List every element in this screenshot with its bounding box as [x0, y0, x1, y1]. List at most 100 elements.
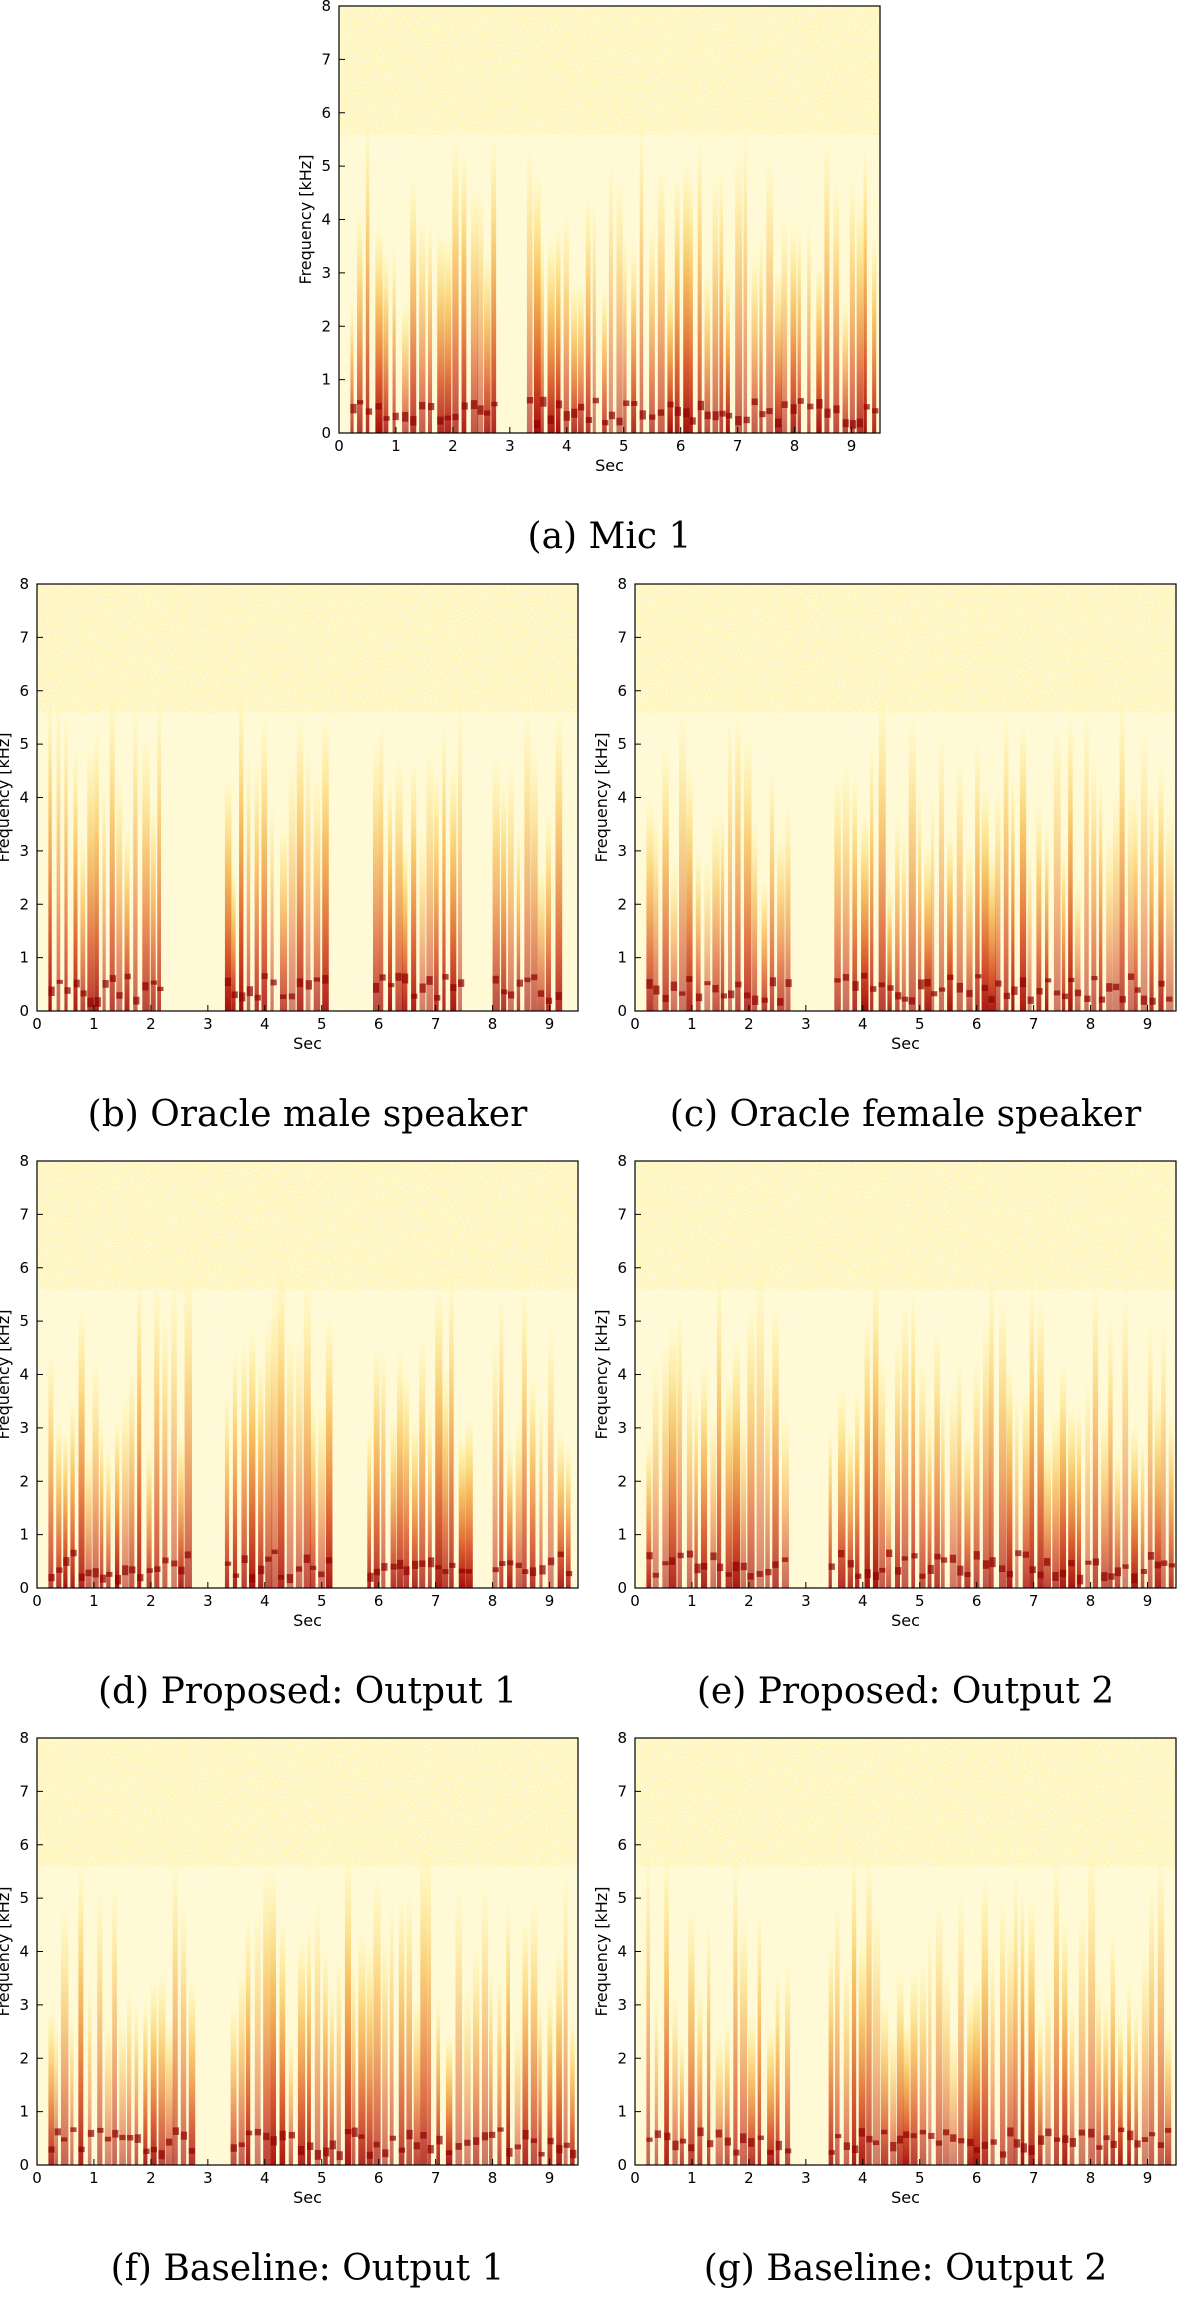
- harmonic: [1158, 980, 1165, 987]
- harmonic: [639, 410, 646, 420]
- harmonic: [1149, 997, 1156, 1005]
- y-tick-label: 4: [617, 789, 627, 807]
- energy: [828, 1942, 834, 2165]
- y-tick-label: 4: [617, 1943, 627, 1961]
- energy: [565, 1446, 571, 1588]
- energy: [297, 1937, 306, 2165]
- noise: [635, 1738, 1176, 1867]
- x-tick-label: 7: [1029, 1592, 1039, 1610]
- harmonic: [410, 416, 417, 426]
- panel: 0 1 2 3 4 5 6 7 8 9 0 1 2 3 4 5 6 7 8 Sec Frequency [kHz] (f)…: [0, 1729, 579, 2289]
- x-tick-label: 6: [374, 1015, 384, 1033]
- energy: [585, 194, 591, 433]
- harmonic: [465, 1569, 472, 1574]
- harmonic: [896, 2135, 904, 2144]
- harmonic: [919, 2129, 927, 2135]
- energy: [1007, 1923, 1015, 2165]
- energy: [442, 1367, 449, 1588]
- energy: [48, 2008, 55, 2165]
- energy: [1108, 1316, 1113, 1588]
- energy: [470, 183, 479, 433]
- harmonic: [522, 2129, 529, 2140]
- harmonic: [935, 2140, 943, 2146]
- harmonic: [653, 985, 660, 995]
- harmonic: [744, 992, 751, 999]
- harmonic: [816, 399, 823, 409]
- harmonic: [674, 406, 682, 416]
- x-tick-label: 9: [545, 2169, 555, 2187]
- energy: [263, 1867, 271, 2165]
- harmonic: [870, 986, 877, 992]
- energy: [842, 760, 850, 1011]
- energy: [679, 2035, 684, 2165]
- energy: [245, 1919, 251, 2165]
- energy: [119, 2016, 126, 2165]
- energy: [389, 1898, 394, 2165]
- harmonic: [1108, 1573, 1115, 1580]
- energy: [694, 1390, 698, 1588]
- harmonic: [1154, 1561, 1161, 1569]
- harmonic: [828, 2150, 835, 2155]
- harmonic: [957, 1565, 964, 1576]
- energy: [279, 1921, 286, 2165]
- energy: [427, 219, 433, 433]
- harmonic: [950, 2134, 957, 2142]
- energy: [1127, 788, 1136, 1011]
- energy: [137, 1276, 142, 1588]
- energy: [886, 1458, 892, 1588]
- x-tick-label: 9: [545, 1592, 555, 1610]
- harmonic: [122, 1565, 129, 1576]
- energy: [732, 1339, 741, 1588]
- y-tick-label: 7: [617, 1205, 627, 1223]
- energy: [842, 299, 849, 433]
- energy: [704, 858, 711, 1011]
- energy: [94, 729, 99, 1011]
- energy: [1062, 1918, 1068, 2165]
- x-tick-label: 5: [915, 1015, 925, 1033]
- energy: [1122, 1284, 1129, 1588]
- energy: [669, 1323, 677, 1588]
- harmonic: [154, 1566, 161, 1572]
- harmonic: [1053, 2137, 1061, 2142]
- energy: [392, 245, 396, 433]
- y-tick-label: 8: [321, 0, 331, 15]
- energy: [724, 2020, 730, 2165]
- energy: [530, 1898, 538, 2165]
- harmonic: [725, 1572, 732, 1577]
- energy: [481, 1879, 488, 2165]
- harmonic: [99, 1574, 107, 1583]
- energy: [958, 1890, 964, 2165]
- harmonic: [48, 1573, 55, 1582]
- harmonic: [1037, 1571, 1044, 1579]
- energy: [748, 2014, 756, 2165]
- energy: [134, 2001, 139, 2165]
- energy: [270, 796, 274, 1011]
- x-tick-label: 1: [687, 2169, 697, 2187]
- energy: [950, 2033, 958, 2165]
- energy: [224, 1393, 230, 1588]
- harmonic: [307, 2142, 314, 2151]
- x-tick-label: 8: [1086, 1015, 1096, 1033]
- energy: [631, 243, 637, 433]
- harmonic: [652, 1572, 659, 1578]
- energy: [1027, 845, 1032, 1011]
- harmonic: [134, 2134, 141, 2143]
- energy: [744, 736, 752, 1011]
- energy: [1134, 2004, 1139, 2165]
- y-tick-label: 1: [19, 1526, 29, 1544]
- harmonic: [246, 986, 254, 997]
- harmonic: [697, 400, 704, 411]
- energy: [547, 239, 555, 433]
- harmonic: [1020, 2143, 1027, 2153]
- energy: [444, 236, 452, 433]
- energy: [318, 1403, 326, 1588]
- harmonic: [261, 973, 268, 980]
- y-tick-label: 5: [19, 1889, 29, 1907]
- x-axis-label: Sec: [293, 2188, 322, 2207]
- harmonic: [313, 977, 320, 982]
- energy: [351, 1960, 356, 2165]
- harmonic: [442, 973, 449, 980]
- harmonic: [1053, 990, 1061, 996]
- harmonic: [288, 993, 296, 1000]
- harmonic: [623, 400, 630, 407]
